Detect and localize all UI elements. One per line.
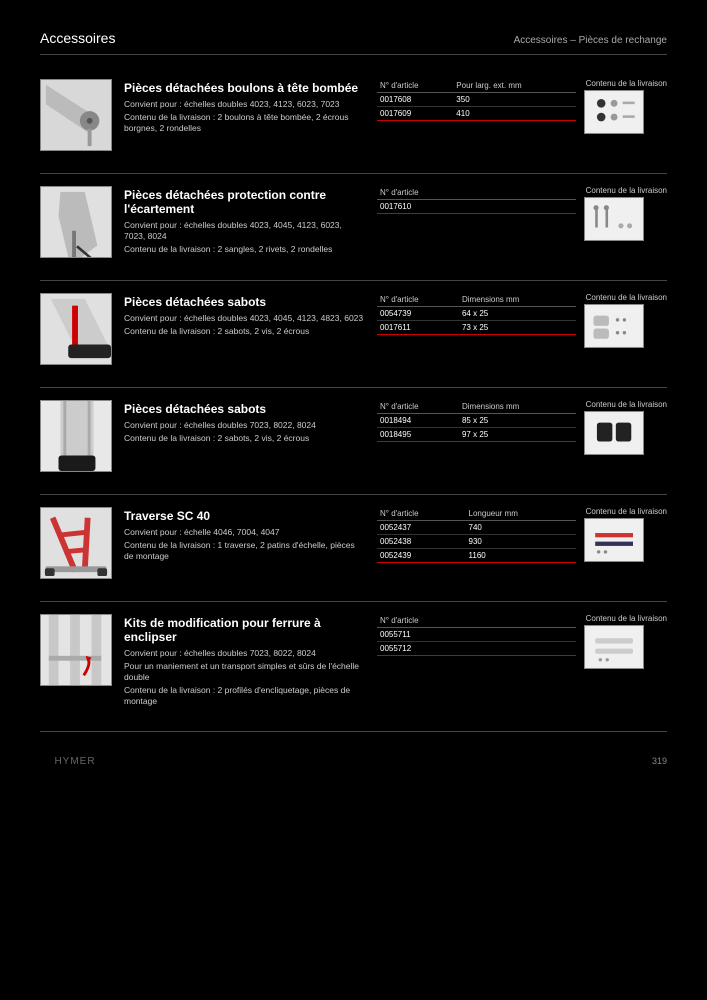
product-desc-line: Convient pour : échelles doubles 4023, 4… (124, 220, 365, 242)
product-block: Pièces détachées sabots Convient pour : … (40, 281, 667, 388)
product-name: Pièces détachées sabots (124, 295, 365, 309)
content-label: Contenu de la livraison (584, 79, 667, 88)
spec-table: N° d'articleDimensions mm 005473964 x 25… (377, 293, 576, 365)
product-image (40, 293, 112, 365)
spec-col-header (552, 186, 576, 200)
spec-cell: 0018494 (377, 414, 459, 428)
product-name: Pièces détachées protection contre l'éca… (124, 188, 365, 216)
content-label: Contenu de la livraison (584, 507, 667, 516)
spec-cell: 0017610 (377, 200, 552, 214)
content-label: Contenu de la livraison (584, 186, 667, 195)
spec-cell: 85 x 25 (459, 414, 576, 428)
product-desc-line: Convient pour : échelles doubles 4023, 4… (124, 99, 365, 110)
spec-cell: 0017609 (377, 107, 453, 121)
product-desc-line: Convient pour : échelles doubles 7023, 8… (124, 420, 365, 431)
spec-cell: 930 (466, 535, 576, 549)
product-desc-line: Convient pour : échelles doubles 7023, 8… (124, 648, 365, 659)
content-image (584, 411, 644, 455)
spec-col-header: Dimensions mm (459, 293, 576, 307)
spec-table: N° d'articleDimensions mm 001849485 x 25… (377, 400, 576, 472)
page-number: 319 (652, 756, 667, 766)
product-desc-line: Contenu de la livraison : 2 sabots, 2 vi… (124, 433, 365, 444)
spec-cell: 0018495 (377, 428, 459, 442)
product-desc-line: Contenu de la livraison : 2 boulons à tê… (124, 112, 365, 134)
spec-cell: 97 x 25 (459, 428, 576, 442)
spec-table: N° d'articlePour larg. ext. mm 001760835… (377, 79, 576, 151)
product-name: Traverse SC 40 (124, 509, 365, 523)
spec-col-header: N° d'article (377, 507, 466, 521)
spec-cell (552, 628, 576, 642)
product-desc-line: Pour un maniement et un transport simple… (124, 661, 365, 683)
product-desc-line: Convient pour : échelle 4046, 7004, 4047 (124, 527, 365, 538)
product-desc-line: Contenu de la livraison : 2 sabots, 2 vi… (124, 326, 365, 337)
content-image (584, 625, 644, 669)
content-image (584, 304, 644, 348)
spec-cell: 350 (453, 93, 575, 107)
spec-col-header: N° d'article (377, 79, 453, 93)
spec-cell: 740 (466, 521, 576, 535)
page-header: Accessoires Accessoires – Pièces de rech… (40, 30, 667, 55)
spec-col-header: Pour larg. ext. mm (453, 79, 575, 93)
content-image (584, 518, 644, 562)
brand-logo: HYMER (40, 752, 110, 770)
spec-cell: 0017611 (377, 321, 459, 335)
spec-cell: 0017608 (377, 93, 453, 107)
spec-cell (552, 200, 576, 214)
spec-cell: 0055711 (377, 628, 552, 642)
content-image (584, 197, 644, 241)
page-section: Accessoires – Pièces de rechange (514, 35, 667, 46)
spec-table: N° d'articleLongueur mm 0052437740005243… (377, 507, 576, 579)
spec-cell: 64 x 25 (459, 307, 576, 321)
content-label: Contenu de la livraison (584, 614, 667, 623)
product-desc-line: Contenu de la livraison : 1 traverse, 2 … (124, 540, 365, 562)
spec-cell: 0055712 (377, 642, 552, 656)
product-image (40, 507, 112, 579)
product-image (40, 79, 112, 151)
spec-cell: 0052439 (377, 549, 466, 563)
spec-cell: 410 (453, 107, 575, 121)
content-image (584, 90, 644, 134)
spec-col-header: N° d'article (377, 293, 459, 307)
spec-col-header: Dimensions mm (459, 400, 576, 414)
spec-cell: 0054739 (377, 307, 459, 321)
product-name: Pièces détachées sabots (124, 402, 365, 416)
content-label: Contenu de la livraison (584, 293, 667, 302)
spec-cell: 0052438 (377, 535, 466, 549)
page-title: Accessoires (40, 30, 115, 46)
spec-table: N° d'article 0017610 (377, 186, 576, 258)
product-desc-line: Convient pour : échelles doubles 4023, 4… (124, 313, 365, 324)
spec-cell: 1160 (466, 549, 576, 563)
product-block: Pièces détachées boulons à tête bombée C… (40, 67, 667, 174)
product-desc-line: Contenu de la livraison : 2 sangles, 2 r… (124, 244, 365, 255)
product-name: Pièces détachées boulons à tête bombée (124, 81, 365, 95)
spec-table: N° d'article 00557110055712 (377, 614, 576, 709)
spec-cell (552, 642, 576, 656)
product-block: Traverse SC 40 Convient pour : échelle 4… (40, 495, 667, 602)
spec-col-header: N° d'article (377, 400, 459, 414)
page-footer: HYMER 319 (40, 732, 667, 770)
product-image (40, 614, 112, 686)
product-image (40, 400, 112, 472)
spec-col-header: Longueur mm (466, 507, 576, 521)
product-desc-line: Contenu de la livraison : 2 profilés d'e… (124, 685, 365, 707)
product-name: Kits de modification pour ferrure à encl… (124, 616, 365, 644)
content-label: Contenu de la livraison (584, 400, 667, 409)
spec-cell: 0052437 (377, 521, 466, 535)
product-block: Pièces détachées sabots Convient pour : … (40, 388, 667, 495)
spec-cell: 73 x 25 (459, 321, 576, 335)
spec-col-header (552, 614, 576, 628)
spec-col-header: N° d'article (377, 186, 552, 200)
product-image (40, 186, 112, 258)
product-block: Pièces détachées protection contre l'éca… (40, 174, 667, 281)
spec-col-header: N° d'article (377, 614, 552, 628)
product-block: Kits de modification pour ferrure à encl… (40, 602, 667, 732)
